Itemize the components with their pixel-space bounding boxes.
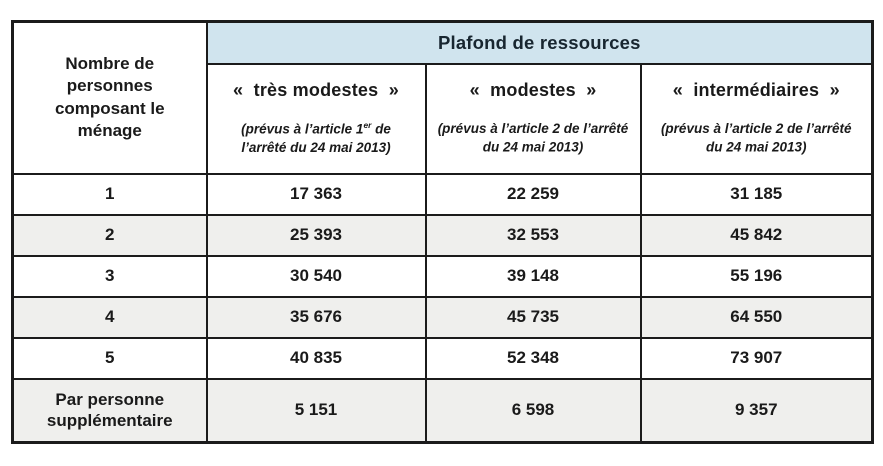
- row-label-cell: 3: [11, 254, 208, 298]
- row-header-title-cell: Nombre de personnes composant le ménage: [11, 20, 208, 175]
- value-cell: 45 842: [639, 214, 874, 257]
- row-label-cell: Par personne supplémentaire: [11, 377, 208, 444]
- column-note: (prévus à l’article 2 de l’arrêté du 24 …: [660, 121, 852, 155]
- value-cell: 6 598: [424, 377, 642, 444]
- group-header-row: Nombre de personnes composant le ménage …: [11, 20, 874, 175]
- value-cell: 39 148: [424, 254, 642, 298]
- value-cell: 73 907: [639, 336, 874, 380]
- table-row-3: 3 30 540 39 148 55 196: [11, 254, 874, 298]
- value-cell: 64 550: [639, 296, 874, 339]
- value-cell: 40 835: [205, 336, 427, 380]
- column-note: (prévus à l’article 2 de l’arrêté du 24 …: [437, 121, 629, 155]
- column-header-modestes: « modestes » (prévus à l’article 2 de l’…: [424, 62, 642, 175]
- value-cell: 22 259: [424, 172, 642, 216]
- table-row-4: 4 35 676 45 735 64 550: [11, 296, 874, 339]
- value-cell: 55 196: [639, 254, 874, 298]
- group-header-cell: Plafond de ressources: [205, 20, 874, 65]
- value-cell: 17 363: [205, 172, 427, 216]
- row-label-cell: 5: [11, 336, 208, 380]
- value-cell: 52 348: [424, 336, 642, 380]
- table-row-extra-person: Par personne supplémentaire 5 151 6 598 …: [11, 377, 874, 444]
- row-label-cell: 1: [11, 172, 208, 216]
- column-label: « intermédiaires »: [672, 80, 840, 101]
- row-label-cell: 4: [11, 296, 208, 339]
- group-header-label: Plafond de ressources: [437, 31, 641, 53]
- table-row-2: 2 25 393 32 553 45 842: [11, 214, 874, 257]
- value-cell: 25 393: [205, 214, 427, 257]
- value-cell: 35 676: [205, 296, 427, 339]
- value-cell: 5 151: [205, 377, 427, 444]
- row-label-cell: 2: [11, 214, 208, 257]
- column-header-tres-modestes: « très modestes » (prévus à l’article 1e…: [205, 62, 427, 175]
- resource-ceiling-table: Nombre de personnes composant le ménage …: [11, 20, 875, 444]
- column-header-row: « très modestes » (prévus à l’article 1e…: [13, 62, 874, 175]
- value-cell: 31 185: [639, 172, 874, 216]
- column-header-intermediaires: « intermédiaires » (prévus à l’article 2…: [639, 62, 874, 175]
- row-label: Par personne supplémentaire: [46, 390, 173, 431]
- table-row-5: 5 40 835 52 348 73 907: [11, 336, 874, 380]
- column-label: « modestes »: [469, 80, 597, 101]
- column-label: « très modestes »: [233, 80, 399, 101]
- value-cell: 30 540: [205, 254, 427, 298]
- value-cell: 32 553: [424, 214, 642, 257]
- row-header-title: Nombre de personnes composant le ménage: [54, 53, 165, 141]
- value-cell: 45 735: [424, 296, 642, 339]
- value-cell: 9 357: [639, 377, 874, 444]
- column-note: (prévus à l’article 1er de l’arrêté du 2…: [241, 120, 391, 155]
- table-row-1: 1 17 363 22 259 31 185: [11, 172, 874, 216]
